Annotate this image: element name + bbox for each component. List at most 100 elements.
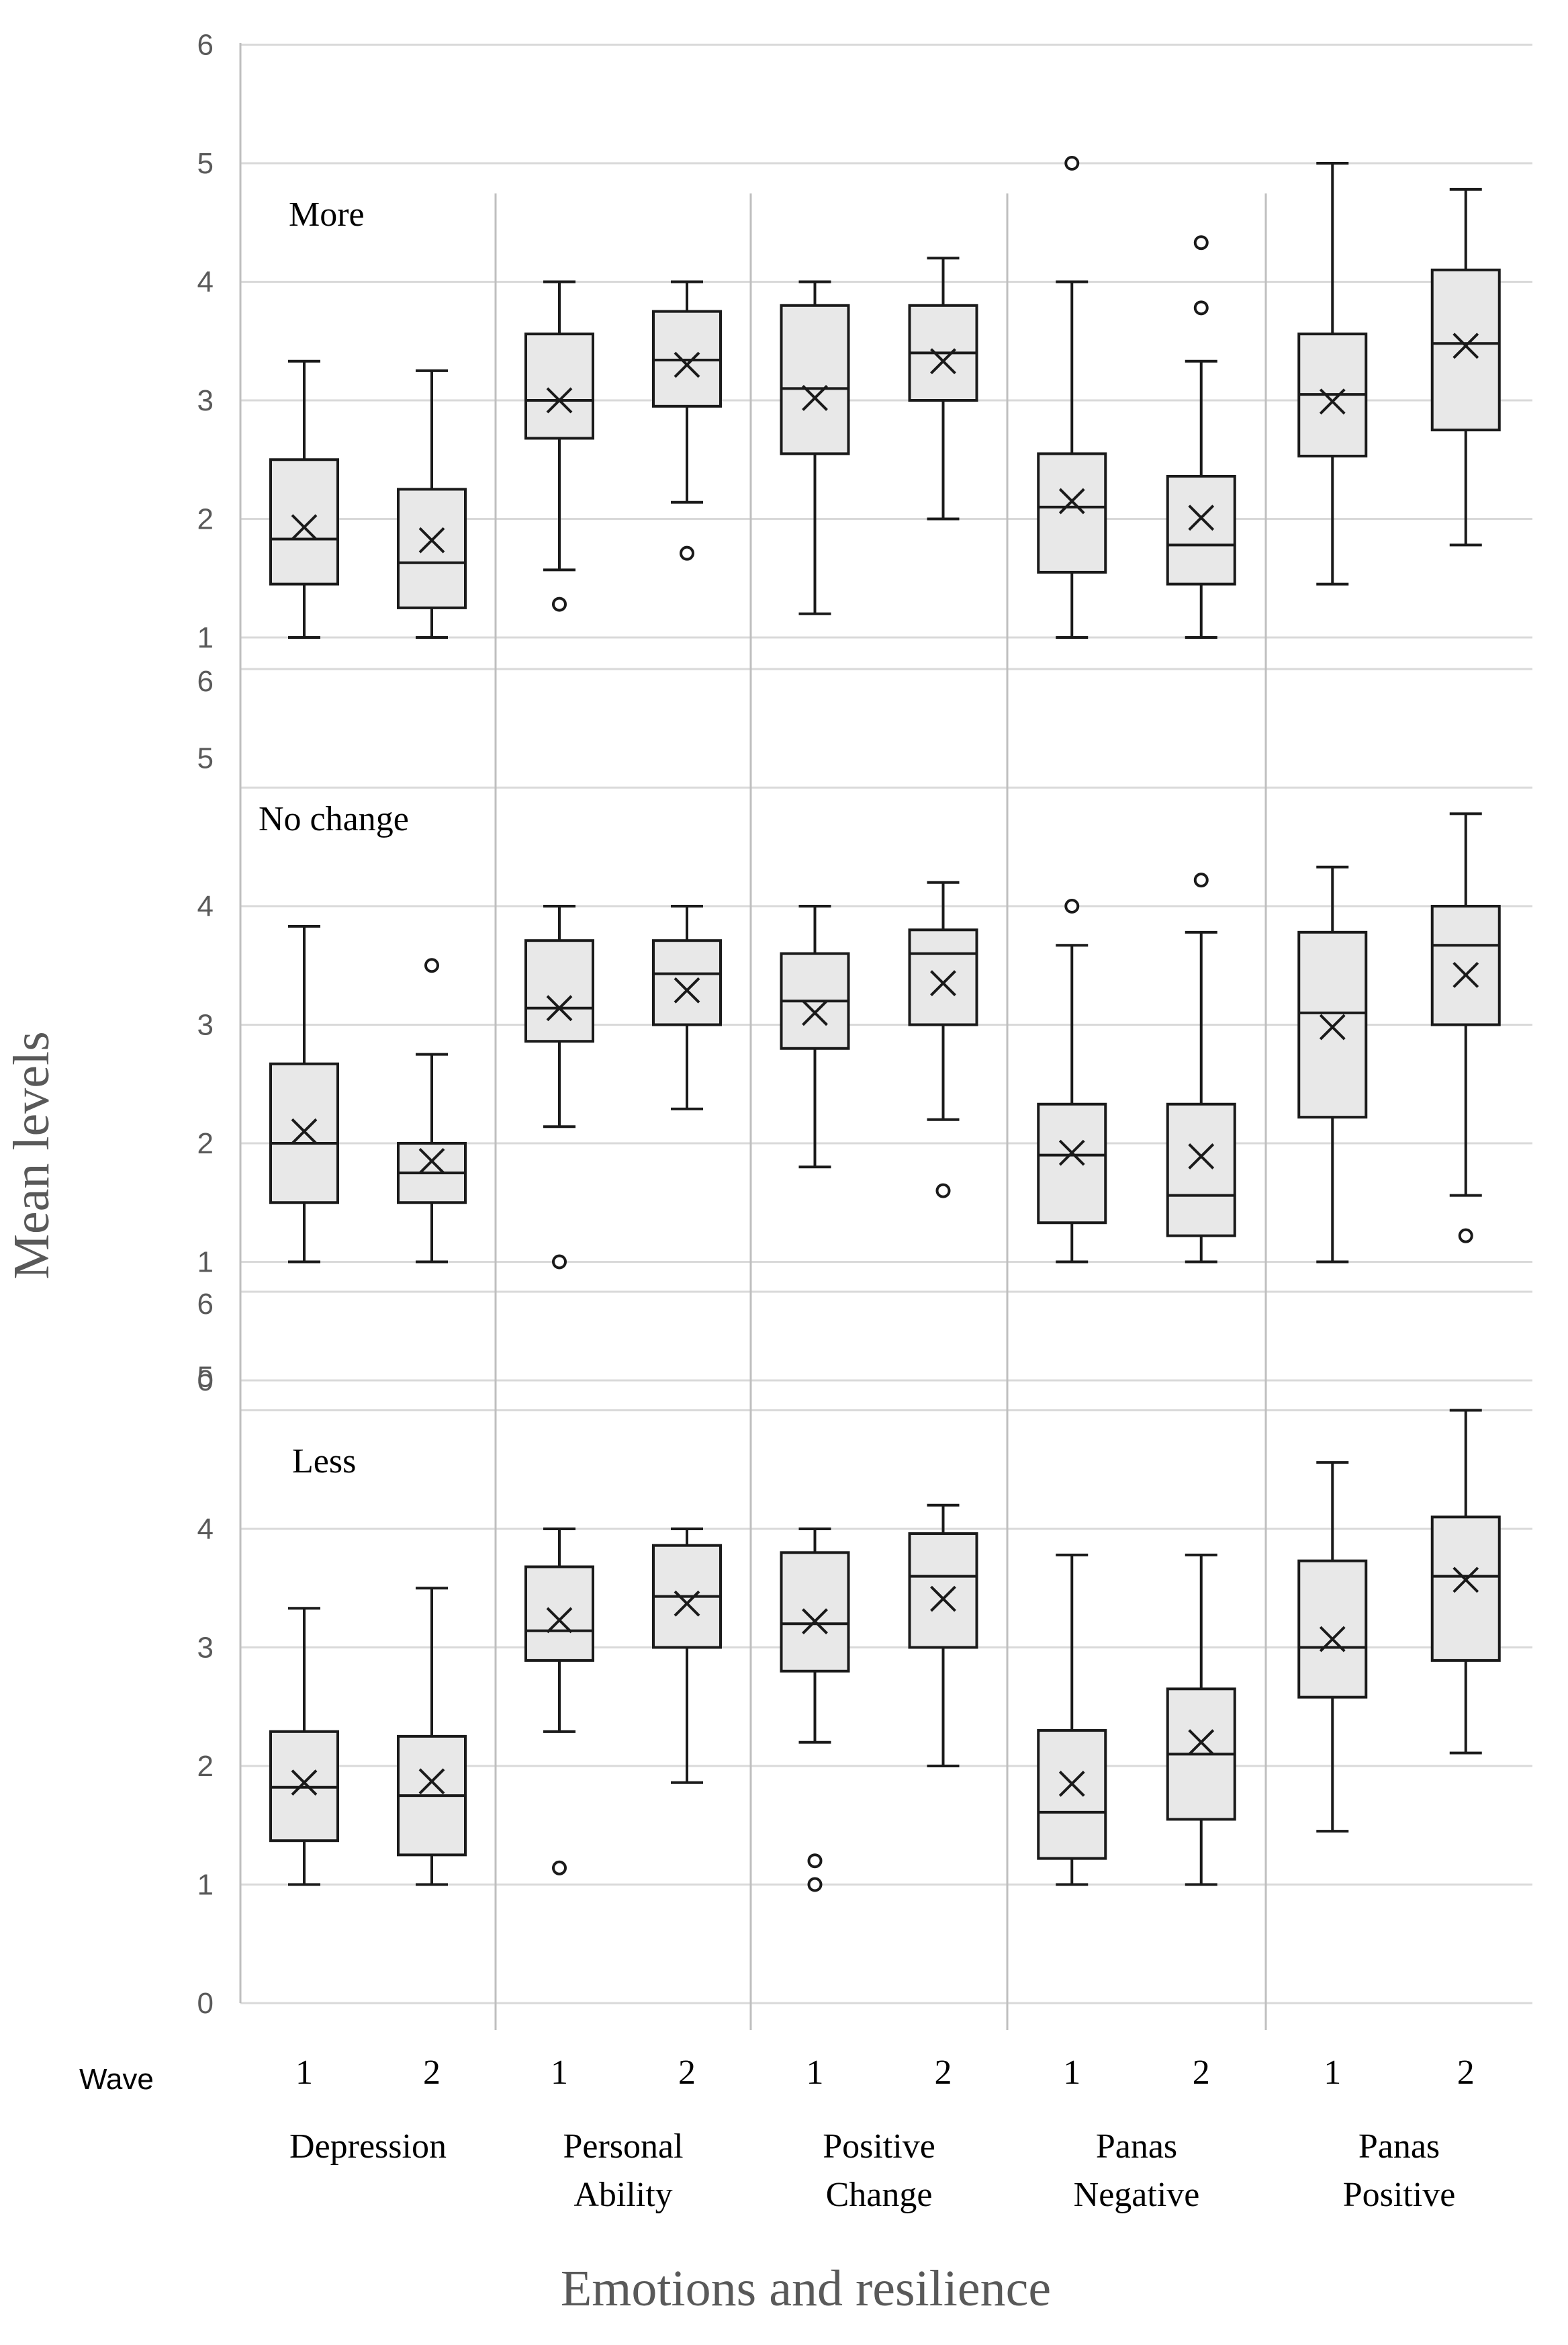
y-tick-label: 2 xyxy=(197,503,214,536)
y-tick-label: 1 xyxy=(197,1869,214,1902)
y-axis-title: Mean levels xyxy=(3,1031,60,1279)
box xyxy=(524,1528,594,1875)
mean-marker xyxy=(1452,1566,1479,1593)
wave-tick-label: 1 xyxy=(551,2053,568,2092)
y-tick-label: 3 xyxy=(197,384,214,417)
iqr-box xyxy=(524,939,594,1043)
mean-marker xyxy=(418,1768,445,1795)
y-tick-label: 6 xyxy=(197,29,214,62)
mean-marker xyxy=(291,1769,318,1796)
box xyxy=(1297,865,1368,1264)
iqr-box xyxy=(1166,1102,1236,1237)
box xyxy=(908,1503,978,1767)
iqr-box xyxy=(1037,452,1107,574)
mean-marker xyxy=(802,1608,828,1635)
panel-labels: More No change Less xyxy=(259,195,409,1480)
wave-tick-label: 1 xyxy=(1063,2053,1080,2092)
outlier-point xyxy=(1193,235,1209,251)
gridlines xyxy=(240,44,1532,2004)
mean-marker xyxy=(930,1585,956,1612)
box xyxy=(1037,899,1107,1264)
outlier-point xyxy=(807,1853,823,1869)
box xyxy=(1166,873,1236,1264)
wave-axis-label: Wave xyxy=(79,2063,154,2096)
box xyxy=(397,369,467,639)
y-tick-label: 2 xyxy=(197,1127,214,1160)
iqr-box xyxy=(1037,1729,1107,1860)
mean-marker xyxy=(291,1118,318,1145)
box xyxy=(524,280,594,612)
box xyxy=(1037,1553,1107,1886)
iqr-box xyxy=(269,458,339,586)
y-tick-label: 6 xyxy=(197,665,214,698)
panel-label: No change xyxy=(259,800,409,838)
y-tick-label: 5 xyxy=(197,147,214,180)
panel-label: More xyxy=(289,195,365,234)
iqr-box xyxy=(1430,268,1501,432)
mean-marker xyxy=(930,348,956,375)
y-tick-label: 0 xyxy=(197,1987,214,2020)
mean-marker xyxy=(418,527,445,554)
mean-marker xyxy=(1319,388,1346,415)
mean-marker xyxy=(1452,961,1479,988)
y-tick-label: 1 xyxy=(197,1246,214,1279)
y-tick-labels: 1 2 3 4 5 6 0 1 2 3 4 5 6 0 1 2 3 4 5 6 xyxy=(197,29,214,2021)
box xyxy=(780,905,850,1169)
outlier-point xyxy=(935,1183,951,1198)
category-label: Depression xyxy=(289,2127,447,2166)
category-label: Panas Negative xyxy=(1074,2127,1200,2214)
mean-marker xyxy=(1319,1014,1346,1041)
iqr-box xyxy=(1297,930,1368,1119)
iqr-box xyxy=(1430,905,1501,1026)
y-tick-label: 6 xyxy=(197,1288,214,1321)
mean-marker xyxy=(1188,1143,1215,1169)
outlier-point xyxy=(552,1860,567,1875)
category-dividers xyxy=(239,43,1267,2030)
iqr-box xyxy=(908,928,978,1026)
box xyxy=(780,280,850,615)
box xyxy=(1430,187,1501,547)
wave-tick-label: 2 xyxy=(1193,2053,1210,2092)
mean-marker xyxy=(546,995,573,1022)
mean-marker xyxy=(1188,1729,1215,1756)
category-label: Personal Ability xyxy=(563,2127,683,2214)
mean-marker xyxy=(802,1000,828,1026)
mean-marker xyxy=(546,387,573,414)
category-label: Panas Positive xyxy=(1343,2127,1456,2214)
mean-marker xyxy=(1188,504,1215,531)
mean-marker xyxy=(802,385,828,411)
mean-marker xyxy=(1058,488,1085,515)
outlier-point xyxy=(1193,300,1209,316)
outlier-point xyxy=(1458,1228,1473,1243)
outlier-point xyxy=(424,958,439,973)
y-tick-label: 5 xyxy=(197,742,214,775)
mean-marker xyxy=(418,1148,445,1174)
outlier-point xyxy=(1064,899,1080,914)
box xyxy=(1430,812,1501,1243)
y-tick-label: 4 xyxy=(197,266,214,299)
iqr-box xyxy=(1166,474,1236,586)
wave-tick-label: 2 xyxy=(678,2053,696,2092)
box xyxy=(652,280,722,561)
mean-marker xyxy=(674,351,700,378)
iqr-box xyxy=(397,488,467,609)
y-tick-label: 4 xyxy=(197,890,214,923)
mean-marker xyxy=(1452,333,1479,359)
outlier-point xyxy=(807,1877,823,1892)
wave-tick-label: 1 xyxy=(1324,2053,1341,2092)
outlier-point xyxy=(680,545,694,561)
box xyxy=(1297,162,1368,586)
y-tick-label: 5 xyxy=(197,1361,214,1394)
y-tick-label: 3 xyxy=(197,1009,214,1042)
iqr-box xyxy=(652,939,722,1026)
y-tick-label: 2 xyxy=(197,1750,214,1783)
box xyxy=(397,958,467,1264)
wave-tick-label: 1 xyxy=(806,2053,824,2092)
box xyxy=(269,1607,339,1886)
box xyxy=(908,257,978,521)
wave-tick-label: 2 xyxy=(935,2053,952,2092)
iqr-box xyxy=(1430,1515,1501,1662)
y-tick-label: 3 xyxy=(197,1632,214,1665)
